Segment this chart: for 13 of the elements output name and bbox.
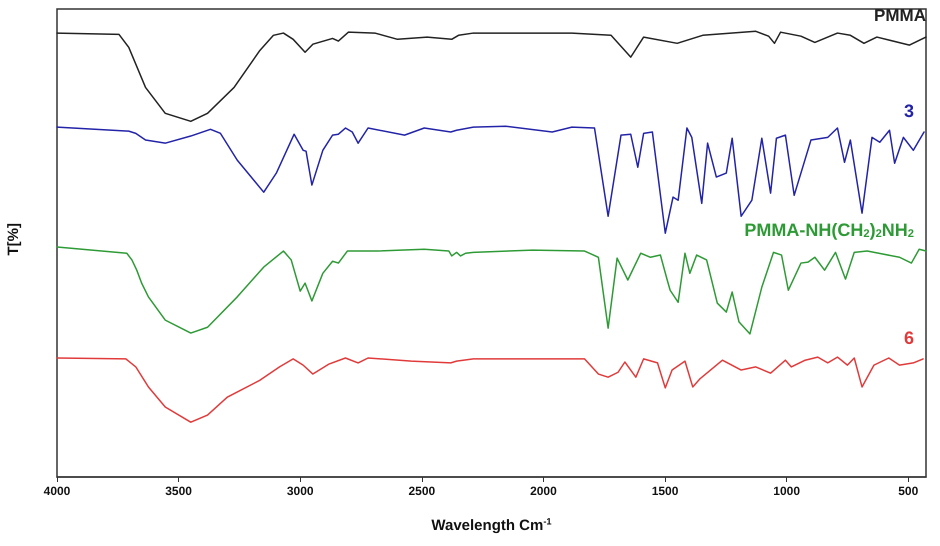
x-tick-label: 500 [898,484,919,498]
y-axis-title: T[%] [5,222,22,256]
series-label: PMMA-NH(CH2)2NH2 [744,220,914,240]
series-label: 3 [904,101,914,122]
x-tick-label: 2500 [408,484,436,498]
series-label: PMMA [874,6,926,26]
x-tick-label: 2000 [530,484,558,498]
x-tick-label: 1500 [652,484,679,498]
series-label: 6 [904,328,914,348]
x-tick-label: 3000 [286,484,314,498]
x-tick-label: 3500 [165,484,192,498]
x-tick-label: 1000 [773,484,800,498]
x-tick-label: 4000 [44,484,71,498]
